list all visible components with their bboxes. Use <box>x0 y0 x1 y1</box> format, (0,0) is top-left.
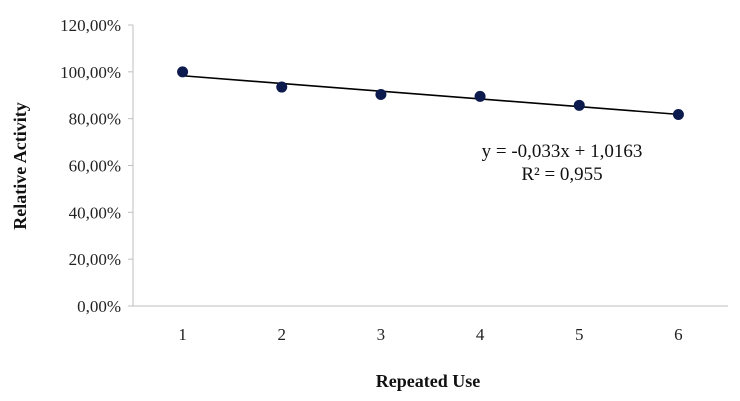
x-tick-label: 5 <box>575 325 584 344</box>
r-squared-label: R² = 0,955 <box>521 164 602 185</box>
x-tick-label: 3 <box>377 325 386 344</box>
x-axis-title: Repeated Use <box>376 371 480 391</box>
y-tick-label: 40,00% <box>69 203 121 222</box>
data-point <box>672 108 684 120</box>
data-point <box>474 90 486 102</box>
equation-label: y = -0,033x + 1,0163 <box>482 141 643 162</box>
data-point <box>276 81 288 93</box>
y-tick-label: 120,00% <box>60 16 121 35</box>
data-points <box>177 66 684 120</box>
data-point <box>375 89 387 101</box>
data-point <box>177 66 189 78</box>
x-tick-label: 1 <box>178 325 187 344</box>
x-tick-label: 4 <box>476 325 485 344</box>
data-point <box>573 99 585 111</box>
y-tick-labels: 0,00% 20,00% 40,00% 60,00% 80,00% 100,00% 120,… <box>60 16 133 316</box>
x-tick-label: 6 <box>674 325 683 344</box>
y-tick-label: 20,00% <box>69 250 121 269</box>
y-axis-title: Relative Activity <box>10 102 30 229</box>
x-tick-label: 2 <box>278 325 287 344</box>
y-axis: 0,00% 20,00% 40,00% 60,00% 80,00% 100,00% 120,… <box>60 16 134 316</box>
y-tick-label: 60,00% <box>69 157 121 176</box>
x-tick-labels: 1 2 3 4 5 6 <box>178 325 682 344</box>
trendline-group <box>182 74 679 116</box>
y-tick-label: 100,00% <box>60 63 121 82</box>
y-tick-label: 0,00% <box>77 297 121 316</box>
trendline <box>182 74 679 116</box>
y-tick-label: 80,00% <box>69 110 121 129</box>
x-axis: 1 2 3 4 5 6 <box>133 305 728 344</box>
